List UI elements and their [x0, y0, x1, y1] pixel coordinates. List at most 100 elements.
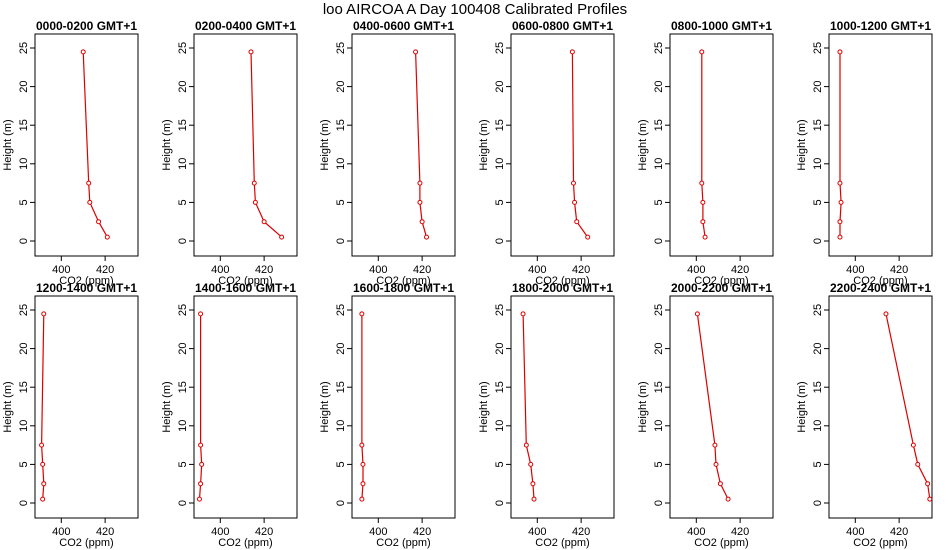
- data-point: [700, 199, 706, 205]
- panel-8: 1600-1800 GMT+1 0 5 10 15 20 25 Height (m) 400 42…: [319, 281, 456, 549]
- data-point: [694, 311, 700, 317]
- profile-line: [198, 313, 203, 500]
- profile-line: [885, 313, 931, 500]
- x-tick-label: 420: [890, 526, 908, 538]
- x-tick-label: 400: [846, 526, 864, 538]
- data-point: [40, 461, 46, 467]
- panel-9: 1800-2000 GMT+1 0 5 10 15 20 25 Height (m) 400 42…: [478, 281, 615, 549]
- y-tick-label: 15: [177, 119, 189, 131]
- y-tick-label: 15: [653, 381, 665, 393]
- y-tick-label: 5: [335, 461, 347, 467]
- plot-frame: [351, 295, 456, 519]
- y-tick-label: 10: [177, 158, 189, 170]
- profile-line: [82, 51, 108, 238]
- x-tick-label: 400: [528, 264, 546, 276]
- x-axis-label: CO2 (ppm): [218, 537, 272, 549]
- y-tick-label: 0: [653, 238, 665, 244]
- panel-0: 0000-0200 GMT+1 0 5 10 15 20 25 Height (m) 400 42…: [2, 19, 139, 287]
- panel-title: 1800-2000 GMT+1: [512, 281, 613, 295]
- data-point: [837, 219, 843, 225]
- y-axis-label: Height (m): [637, 119, 649, 170]
- plot-frame: [193, 295, 298, 519]
- y-tick-label: 10: [653, 420, 665, 432]
- data-point: [39, 442, 45, 448]
- y-tick-label: 5: [812, 461, 824, 467]
- x-axis-label: CO2 (ppm): [59, 537, 113, 549]
- data-point: [585, 234, 591, 240]
- y-tick-label: 15: [335, 381, 347, 393]
- x-tick-label: 420: [731, 264, 749, 276]
- y-tick-label: 5: [653, 199, 665, 205]
- y-tick-label: 10: [335, 158, 347, 170]
- x-tick-label: 420: [96, 526, 114, 538]
- panel-4: 0800-1000 GMT+1 0 5 10 15 20 25 Height (m) 400 42…: [637, 19, 774, 287]
- y-axis-label: Height (m): [637, 381, 649, 432]
- x-axis-label: CO2 (ppm): [376, 275, 430, 287]
- data-point: [523, 442, 529, 448]
- panel-11: 2200-2400 GMT+1 0 5 10 15 20 25 Height (m) 400 42…: [796, 281, 933, 549]
- y-tick-label: 25: [177, 304, 189, 316]
- data-point: [279, 234, 285, 240]
- y-axis-label: Height (m): [319, 119, 331, 170]
- y-tick-label: 20: [494, 342, 506, 354]
- data-point: [360, 461, 366, 467]
- plot-frame: [510, 295, 615, 519]
- plot-frame: [510, 33, 615, 257]
- x-tick-label: 420: [731, 526, 749, 538]
- y-tick-label: 5: [812, 199, 824, 205]
- data-point: [915, 461, 921, 467]
- x-tick-label: 400: [846, 264, 864, 276]
- y-axis-label: Height (m): [796, 119, 808, 170]
- y-tick-label: 20: [18, 80, 30, 92]
- data-point: [520, 311, 526, 317]
- data-point: [359, 442, 365, 448]
- data-point: [413, 49, 419, 55]
- panel-title: 1400-1600 GMT+1: [195, 281, 296, 295]
- data-point: [417, 199, 423, 205]
- y-tick-label: 5: [177, 461, 189, 467]
- y-tick-label: 10: [653, 158, 665, 170]
- y-tick-label: 15: [18, 381, 30, 393]
- data-point: [927, 496, 933, 502]
- data-point: [530, 481, 536, 487]
- data-point: [198, 442, 204, 448]
- data-point: [837, 49, 843, 55]
- y-tick-label: 10: [18, 420, 30, 432]
- y-tick-label: 10: [812, 158, 824, 170]
- data-point: [360, 481, 366, 487]
- y-tick-label: 25: [18, 42, 30, 54]
- y-tick-label: 20: [335, 80, 347, 92]
- y-tick-label: 5: [18, 461, 30, 467]
- y-tick-label: 15: [812, 119, 824, 131]
- data-point: [424, 234, 430, 240]
- data-point: [198, 311, 204, 317]
- x-tick-label: 400: [687, 264, 705, 276]
- profile-line: [696, 313, 729, 500]
- y-tick-label: 20: [18, 342, 30, 354]
- y-tick-label: 0: [18, 500, 30, 506]
- x-tick-label: 420: [413, 526, 431, 538]
- y-tick-label: 20: [177, 342, 189, 354]
- y-tick-label: 15: [812, 381, 824, 393]
- x-tick-label: 400: [211, 526, 229, 538]
- panel-1: 0200-0400 GMT+1 0 5 10 15 20 25 Height (m) 400 42…: [161, 19, 298, 287]
- data-point: [838, 199, 844, 205]
- panel-title: 1000-1200 GMT+1: [830, 19, 931, 33]
- data-point: [712, 442, 718, 448]
- y-axis-label: Height (m): [161, 119, 173, 170]
- y-tick-label: 15: [177, 381, 189, 393]
- y-tick-label: 0: [653, 500, 665, 506]
- x-axis-label: CO2 (ppm): [376, 537, 430, 549]
- data-point: [196, 496, 202, 502]
- data-point: [251, 180, 257, 186]
- data-point: [261, 219, 267, 225]
- x-tick-label: 420: [572, 526, 590, 538]
- data-point: [699, 180, 705, 186]
- data-point: [86, 180, 92, 186]
- y-tick-label: 25: [812, 304, 824, 316]
- plot-frame: [669, 295, 774, 519]
- x-tick-label: 400: [687, 526, 705, 538]
- x-tick-label: 420: [572, 264, 590, 276]
- y-tick-label: 25: [335, 304, 347, 316]
